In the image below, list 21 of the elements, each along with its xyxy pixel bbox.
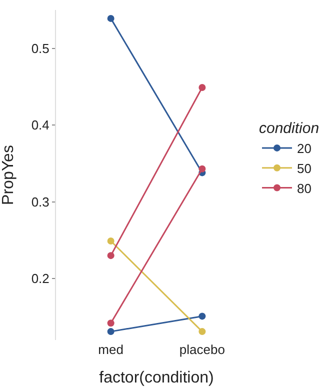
point	[107, 238, 114, 244]
y-tick-label: 0.2	[31, 271, 50, 286]
point	[198, 84, 206, 92]
legend-title: condition	[259, 120, 320, 137]
legend-label: 80	[297, 180, 312, 196]
point	[107, 252, 114, 260]
point	[198, 165, 206, 172]
y-tick-label: 0.5	[31, 40, 50, 56]
legend-label: 20	[297, 141, 312, 156]
y-tick-label: 0.3	[31, 194, 50, 210]
legend-label: 50	[297, 160, 312, 176]
point	[198, 312, 206, 320]
x-axis-title: factor(condition)	[99, 370, 214, 387]
point	[107, 328, 114, 336]
point	[107, 320, 114, 327]
point	[198, 328, 206, 336]
y-axis-title: PropYes	[0, 145, 17, 205]
x-tick-label: med	[98, 342, 124, 357]
point	[107, 14, 114, 22]
x-tick-label: placebo	[179, 342, 225, 357]
y-tick-label: 0.4	[31, 118, 50, 133]
